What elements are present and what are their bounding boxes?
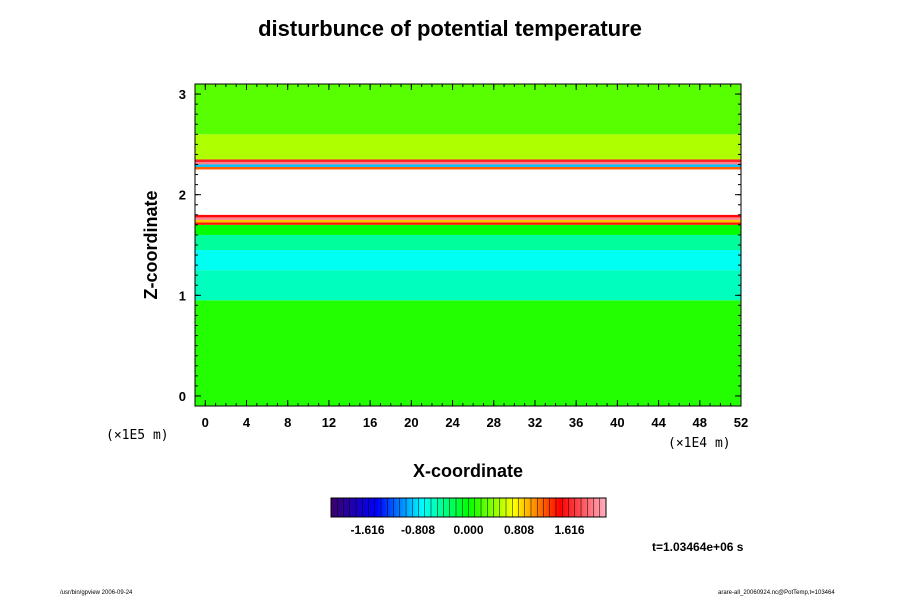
- colorbar-tick-label: -1.616: [350, 523, 384, 537]
- heatmap-layer-5: [195, 159, 741, 225]
- colorbar-tick-label: -0.808: [401, 523, 435, 537]
- x-tick-label: 0: [202, 415, 209, 430]
- x-tick-label: 52: [734, 415, 748, 430]
- y-axis-label: Z-coordinate: [141, 190, 161, 299]
- y-axis-ticks: 0 1 2 3: [179, 87, 741, 404]
- x-tick-label: 36: [569, 415, 583, 430]
- x-tick-label: 20: [404, 415, 418, 430]
- heatmap-field: [195, 84, 741, 406]
- x-axis-unit: (×1E4 m): [668, 436, 731, 451]
- y-tick-label: 0: [179, 389, 186, 404]
- colorbar-tick-label: 0.808: [504, 523, 534, 537]
- colorbar-bins: [337, 498, 600, 517]
- x-tick-label: 28: [487, 415, 501, 430]
- colorbar-tick-label: 0.000: [453, 523, 483, 537]
- boundary-band: [195, 219, 741, 223]
- x-tick-label: 12: [322, 415, 336, 430]
- heatmap-layer-6: [195, 134, 741, 160]
- chart-title: disturbunce of potential temperature: [258, 16, 642, 41]
- boundary-band: [195, 159, 741, 162]
- y-tick-label: 1: [179, 288, 186, 303]
- x-axis-ticks: 0 4 8 12 16 20 24 28 32 36 40 44 48 52: [202, 84, 748, 430]
- boundary-band: [195, 161, 741, 165]
- boundary-band: [195, 217, 741, 220]
- x-tick-label: 4: [243, 415, 251, 430]
- heatmap-layer-1: [195, 270, 741, 301]
- x-tick-label: 48: [693, 415, 707, 430]
- x-tick-label: 24: [445, 415, 460, 430]
- x-tick-label: 44: [651, 415, 666, 430]
- heatmap-layer-2: [195, 250, 741, 271]
- time-label: t=1.03464e+06 s: [652, 540, 744, 554]
- z-axis-unit: (×1E5 m): [106, 428, 169, 443]
- y-tick-label: 3: [179, 87, 186, 102]
- colorbar-ticks: -1.616 -0.808 0.000 0.808 1.616: [350, 523, 584, 537]
- x-tick-label: 8: [284, 415, 291, 430]
- boundary-band: [195, 164, 741, 167]
- colorbar-tick-label: 1.616: [554, 523, 584, 537]
- footer-source: arare-all_20060924.nc@PotTemp,t=103464: [718, 590, 835, 596]
- boundary-band: [195, 222, 741, 225]
- y-tick-label: 2: [179, 188, 186, 203]
- footer-command: /usr/bin/gpview 2006-09-24: [60, 590, 133, 596]
- boundary-band: [195, 214, 741, 218]
- x-tick-label: 40: [610, 415, 624, 430]
- boundary-band: [195, 166, 741, 170]
- x-axis-label: X-coordinate: [413, 461, 523, 481]
- x-tick-label: 32: [528, 415, 542, 430]
- heatmap-layer-3: [195, 234, 741, 251]
- x-tick-label: 16: [363, 415, 377, 430]
- heatmap-layer-7: [195, 84, 741, 135]
- heatmap-layer-0: [195, 300, 741, 406]
- heatmap-layer-4: [195, 224, 741, 235]
